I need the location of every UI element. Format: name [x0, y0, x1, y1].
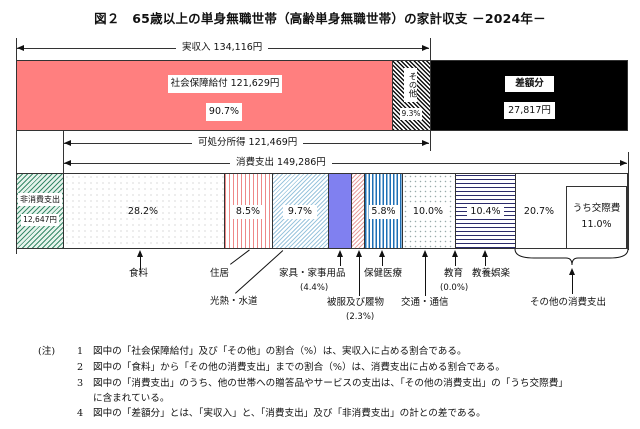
actual-income-label: 実収入 134,116円 — [176, 42, 269, 54]
transport-pointer — [425, 252, 426, 296]
arrow-up-icon — [337, 250, 343, 257]
consumption-label: 消費支出 149,286円 — [230, 157, 332, 169]
arrow-up-icon — [137, 250, 143, 257]
social-security-segment — [16, 60, 393, 131]
furniture-pct: (4.4%) — [300, 283, 329, 293]
arrow-left-icon — [64, 160, 71, 166]
disposable-left-guide — [63, 131, 64, 173]
note-1-num: 1 — [77, 346, 84, 357]
disposable-right-tick — [430, 131, 431, 151]
furniture-pointer — [340, 252, 341, 266]
arrow-right-icon — [422, 140, 429, 146]
food-pointer — [140, 252, 141, 270]
note-3-text: 図中の「消費支出」のうち、他の世帯への贈答品やサービスの支出は、「その他の消費支… — [93, 378, 568, 389]
other-consumption-pct: 20.7% — [520, 205, 558, 219]
arrow-up-icon — [569, 268, 575, 275]
food-label: 食料 — [129, 268, 149, 279]
clothing-segment — [351, 173, 365, 249]
consumption-arrow-line — [64, 163, 627, 164]
arrow-left-icon — [64, 140, 71, 146]
other-income-pct: 9.3% — [400, 108, 422, 120]
social-expense-pct: 11.0% — [568, 219, 625, 231]
deficit-value: 27,817円 — [504, 102, 555, 119]
social-security-label: 社会保障給付 121,629円 — [168, 75, 282, 93]
transport-label: 交通・通信 — [401, 297, 449, 308]
note-4-text: 図中の「差額分」とは、「実収入」と、「消費支出」及び「非消費支出」の計との差であ… — [93, 408, 486, 419]
medical-pointer — [382, 252, 383, 266]
note-1-text: 図中の「社会保障給付」及び「その他」の割合（%）は、実収入に占める割合である。 — [93, 346, 467, 357]
furniture-label: 家具・家事用品 — [279, 268, 346, 279]
note-2-num: 2 — [77, 362, 84, 373]
deficit-segment — [430, 60, 628, 131]
culture-pointer — [485, 252, 486, 266]
consumption-right-tick — [628, 152, 629, 250]
chart-title: 図２ 65歳以上の単身無職世帯（高齢単身無職世帯）の家計収支 －2024年－ — [94, 11, 546, 26]
education-pointer — [455, 252, 456, 266]
utilities-pointer — [235, 250, 284, 294]
non-consumption-label: 非消費支出 — [18, 193, 62, 206]
utilities-pct: 9.7% — [283, 205, 317, 219]
note-3-num: 3 — [77, 378, 84, 389]
clothing-label: 被服及び履物 — [327, 297, 385, 308]
education-pct: (0.0%) — [440, 283, 469, 293]
arrow-up-icon — [379, 250, 385, 257]
other-income-label: その他 — [404, 68, 417, 102]
utilities-segment — [272, 173, 329, 249]
non-consumption-segment — [16, 173, 64, 249]
culture-pct: 10.4% — [467, 205, 504, 219]
arrow-up-icon — [482, 250, 488, 257]
note-2-text: 図中の「食料」から「その他の消費支出」までの割合（%）は、消費支出に占める割合で… — [93, 362, 505, 373]
utilities-label: 光熱・水道 — [210, 296, 258, 307]
housing-pointer — [230, 249, 250, 265]
medical-label: 保健医療 — [364, 268, 403, 279]
non-consumption-value: 12,647円 — [21, 214, 59, 226]
food-segment — [63, 173, 225, 249]
disposable-income-label: 可処分所得 121,469円 — [192, 137, 304, 149]
arrow-left-icon — [17, 45, 24, 51]
deficit-label: 差額分 — [505, 76, 554, 92]
brace-icon — [514, 248, 629, 266]
education-label: 教育 — [444, 268, 464, 279]
clothing-pointer — [359, 252, 360, 296]
social-expense-box — [566, 186, 627, 249]
culture-label: 教養娯楽 — [472, 268, 511, 279]
medical-pct: 5.8% — [369, 205, 398, 219]
furniture-segment — [328, 173, 352, 249]
arrow-right-icon — [422, 45, 429, 51]
notes-prefix: (注) — [38, 346, 56, 357]
other-consumption-label: その他の消費支出 — [530, 297, 607, 308]
other-consumption-pointer — [572, 270, 573, 294]
arrow-up-icon — [356, 250, 362, 257]
arrow-up-icon — [452, 250, 458, 257]
arrow-right-icon — [620, 160, 627, 166]
clothing-pct: (2.3%) — [346, 312, 375, 322]
arrow-up-icon — [422, 250, 428, 257]
housing-label: 住居 — [210, 268, 230, 279]
note-3-continued: に含まれている。 — [93, 393, 170, 404]
transport-pct: 10.0% — [409, 205, 447, 219]
food-pct: 28.2% — [127, 206, 159, 217]
actual-income-right-tick — [430, 38, 431, 60]
social-expense-label: うち交際費 — [568, 203, 625, 215]
social-security-pct: 90.7% — [206, 103, 242, 121]
left-guide-line — [16, 38, 17, 254]
note-4-num: 4 — [77, 408, 84, 419]
housing-pct: 8.5% — [232, 205, 264, 219]
